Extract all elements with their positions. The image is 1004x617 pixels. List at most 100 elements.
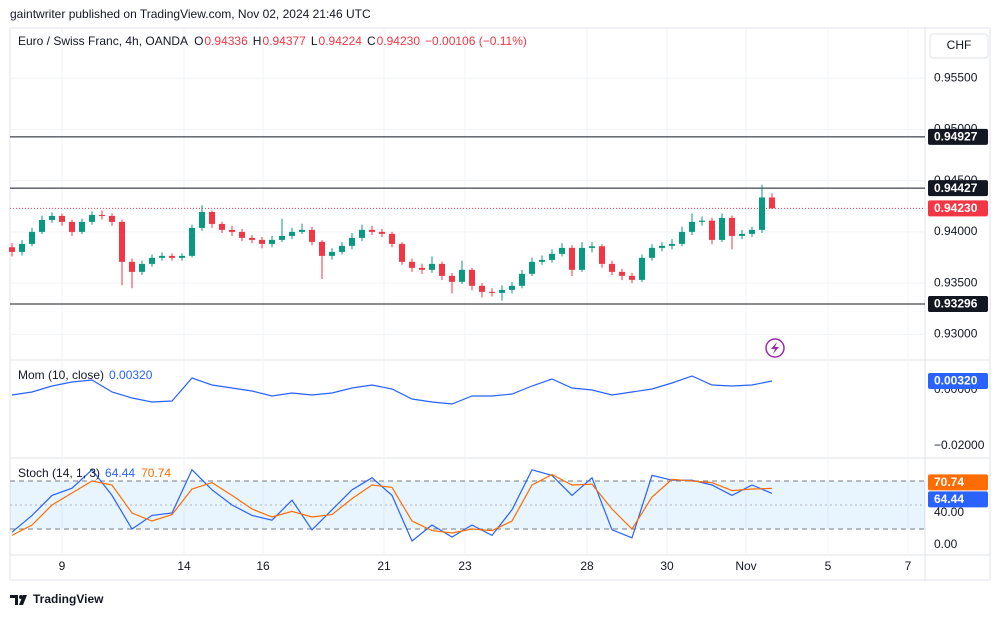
legend-key: L xyxy=(311,34,318,48)
candle-body xyxy=(259,239,265,244)
candle-body xyxy=(269,239,275,244)
level-label-box xyxy=(928,128,988,145)
candle-body xyxy=(719,217,725,240)
currency[interactable]: CHF xyxy=(947,38,972,52)
candle-body xyxy=(89,214,95,222)
candle-body xyxy=(69,221,75,232)
candle-body xyxy=(469,269,475,286)
publisher: gaintwriter published on TradingView.com… xyxy=(10,7,371,21)
indicator-value: 0.00320 xyxy=(109,368,153,382)
y-tick-label: 0.94000 xyxy=(934,224,978,238)
candle-body xyxy=(39,219,45,232)
candle-body xyxy=(279,235,285,240)
candle-body xyxy=(99,214,105,216)
candle-body xyxy=(319,241,325,256)
currency-button[interactable] xyxy=(929,33,989,59)
candle-body xyxy=(609,263,615,272)
footer-logo xyxy=(10,595,27,605)
candle-body xyxy=(769,197,775,209)
y-tick-label: 0.95500 xyxy=(934,70,978,84)
candle-body xyxy=(619,271,625,276)
y-tick-label: 0.93000 xyxy=(934,327,978,341)
candle-body xyxy=(659,245,665,248)
candle-body xyxy=(9,247,15,252)
candle-body xyxy=(419,267,425,270)
candle-body xyxy=(629,275,635,280)
band-fill xyxy=(10,481,925,529)
candle-body xyxy=(649,247,655,258)
candle-body xyxy=(59,215,65,222)
candle-body xyxy=(229,229,235,232)
candle-body xyxy=(239,231,245,238)
candle-body xyxy=(759,197,765,230)
candle-body xyxy=(519,273,525,286)
x-tick-label: 21 xyxy=(377,559,391,573)
candle-body xyxy=(709,220,715,240)
indicator-axis-label-box xyxy=(928,373,988,390)
last-price-label-box xyxy=(928,200,988,217)
candle-body xyxy=(589,246,595,248)
x-tick-label: Nov xyxy=(735,559,756,573)
x-tick-label: 28 xyxy=(580,559,594,573)
legend-change: −0.00106 (−0.11%) xyxy=(425,34,527,48)
level-label: 0.93296 xyxy=(934,297,978,311)
candle-body xyxy=(739,233,745,236)
candle-body xyxy=(129,261,135,272)
level-label: 0.94427 xyxy=(934,181,978,195)
candle-body xyxy=(199,211,205,228)
level-label-box xyxy=(928,296,988,313)
candle-body xyxy=(369,229,375,232)
legend-key: C xyxy=(367,34,376,48)
last-price-label: 0.94230 xyxy=(934,201,978,215)
series-line xyxy=(11,468,773,542)
candle-body xyxy=(479,285,485,292)
candle-body xyxy=(19,243,25,252)
candle-body xyxy=(299,229,305,232)
candle-body xyxy=(109,215,115,222)
alert-icon[interactable] xyxy=(765,338,785,358)
x-tick-label: 14 xyxy=(177,559,191,573)
legend-value: 0.94377 xyxy=(262,34,306,48)
indicator-axis-label: 64.44 xyxy=(934,492,964,506)
candle-body xyxy=(579,247,585,270)
candle-body xyxy=(189,227,195,256)
candle-body xyxy=(179,255,185,258)
candle-body xyxy=(529,261,535,274)
candle-body xyxy=(499,289,505,293)
candle-body xyxy=(379,231,385,234)
x-tick-label: 5 xyxy=(825,559,832,573)
candle-body xyxy=(569,247,575,270)
x-tick-label: 23 xyxy=(458,559,472,573)
y-tick-label: 0.93500 xyxy=(934,275,978,289)
candle-body xyxy=(459,269,465,282)
indicator-title: Stoch (14, 1, 3) xyxy=(18,466,100,480)
legend-value: 0.94230 xyxy=(377,34,421,48)
candle-body xyxy=(359,229,365,238)
instrument-title: Euro / Swiss Franc, 4h, OANDA xyxy=(18,34,188,48)
indicator-value: 70.74 xyxy=(141,466,171,480)
indicator-axis-label-box xyxy=(928,491,988,508)
candle-body xyxy=(689,221,695,232)
logo-mark xyxy=(10,595,27,605)
candle-body xyxy=(139,263,145,272)
candle-body xyxy=(29,231,35,244)
candle-body xyxy=(559,247,565,254)
indicator-title: Mom (10, close) xyxy=(18,368,104,382)
candle-body xyxy=(409,261,415,268)
footer-brand: TradingView xyxy=(33,592,104,606)
y-tick-label: 0.00 xyxy=(934,537,958,551)
candle-body xyxy=(329,251,335,256)
legend-value: 0.94224 xyxy=(319,34,363,48)
alert-bolt[interactable] xyxy=(771,342,779,354)
candle-body xyxy=(449,275,455,282)
candle-body xyxy=(289,231,295,236)
indicator-axis-label-box xyxy=(928,474,988,491)
candle-body xyxy=(729,217,735,236)
logo-dot xyxy=(19,595,23,599)
y-tick-label: −0.02000 xyxy=(934,438,985,452)
candle-body xyxy=(249,237,255,240)
indicator-axis-label: 70.74 xyxy=(934,475,964,489)
candle-body xyxy=(599,246,605,264)
candle-body xyxy=(439,263,445,276)
